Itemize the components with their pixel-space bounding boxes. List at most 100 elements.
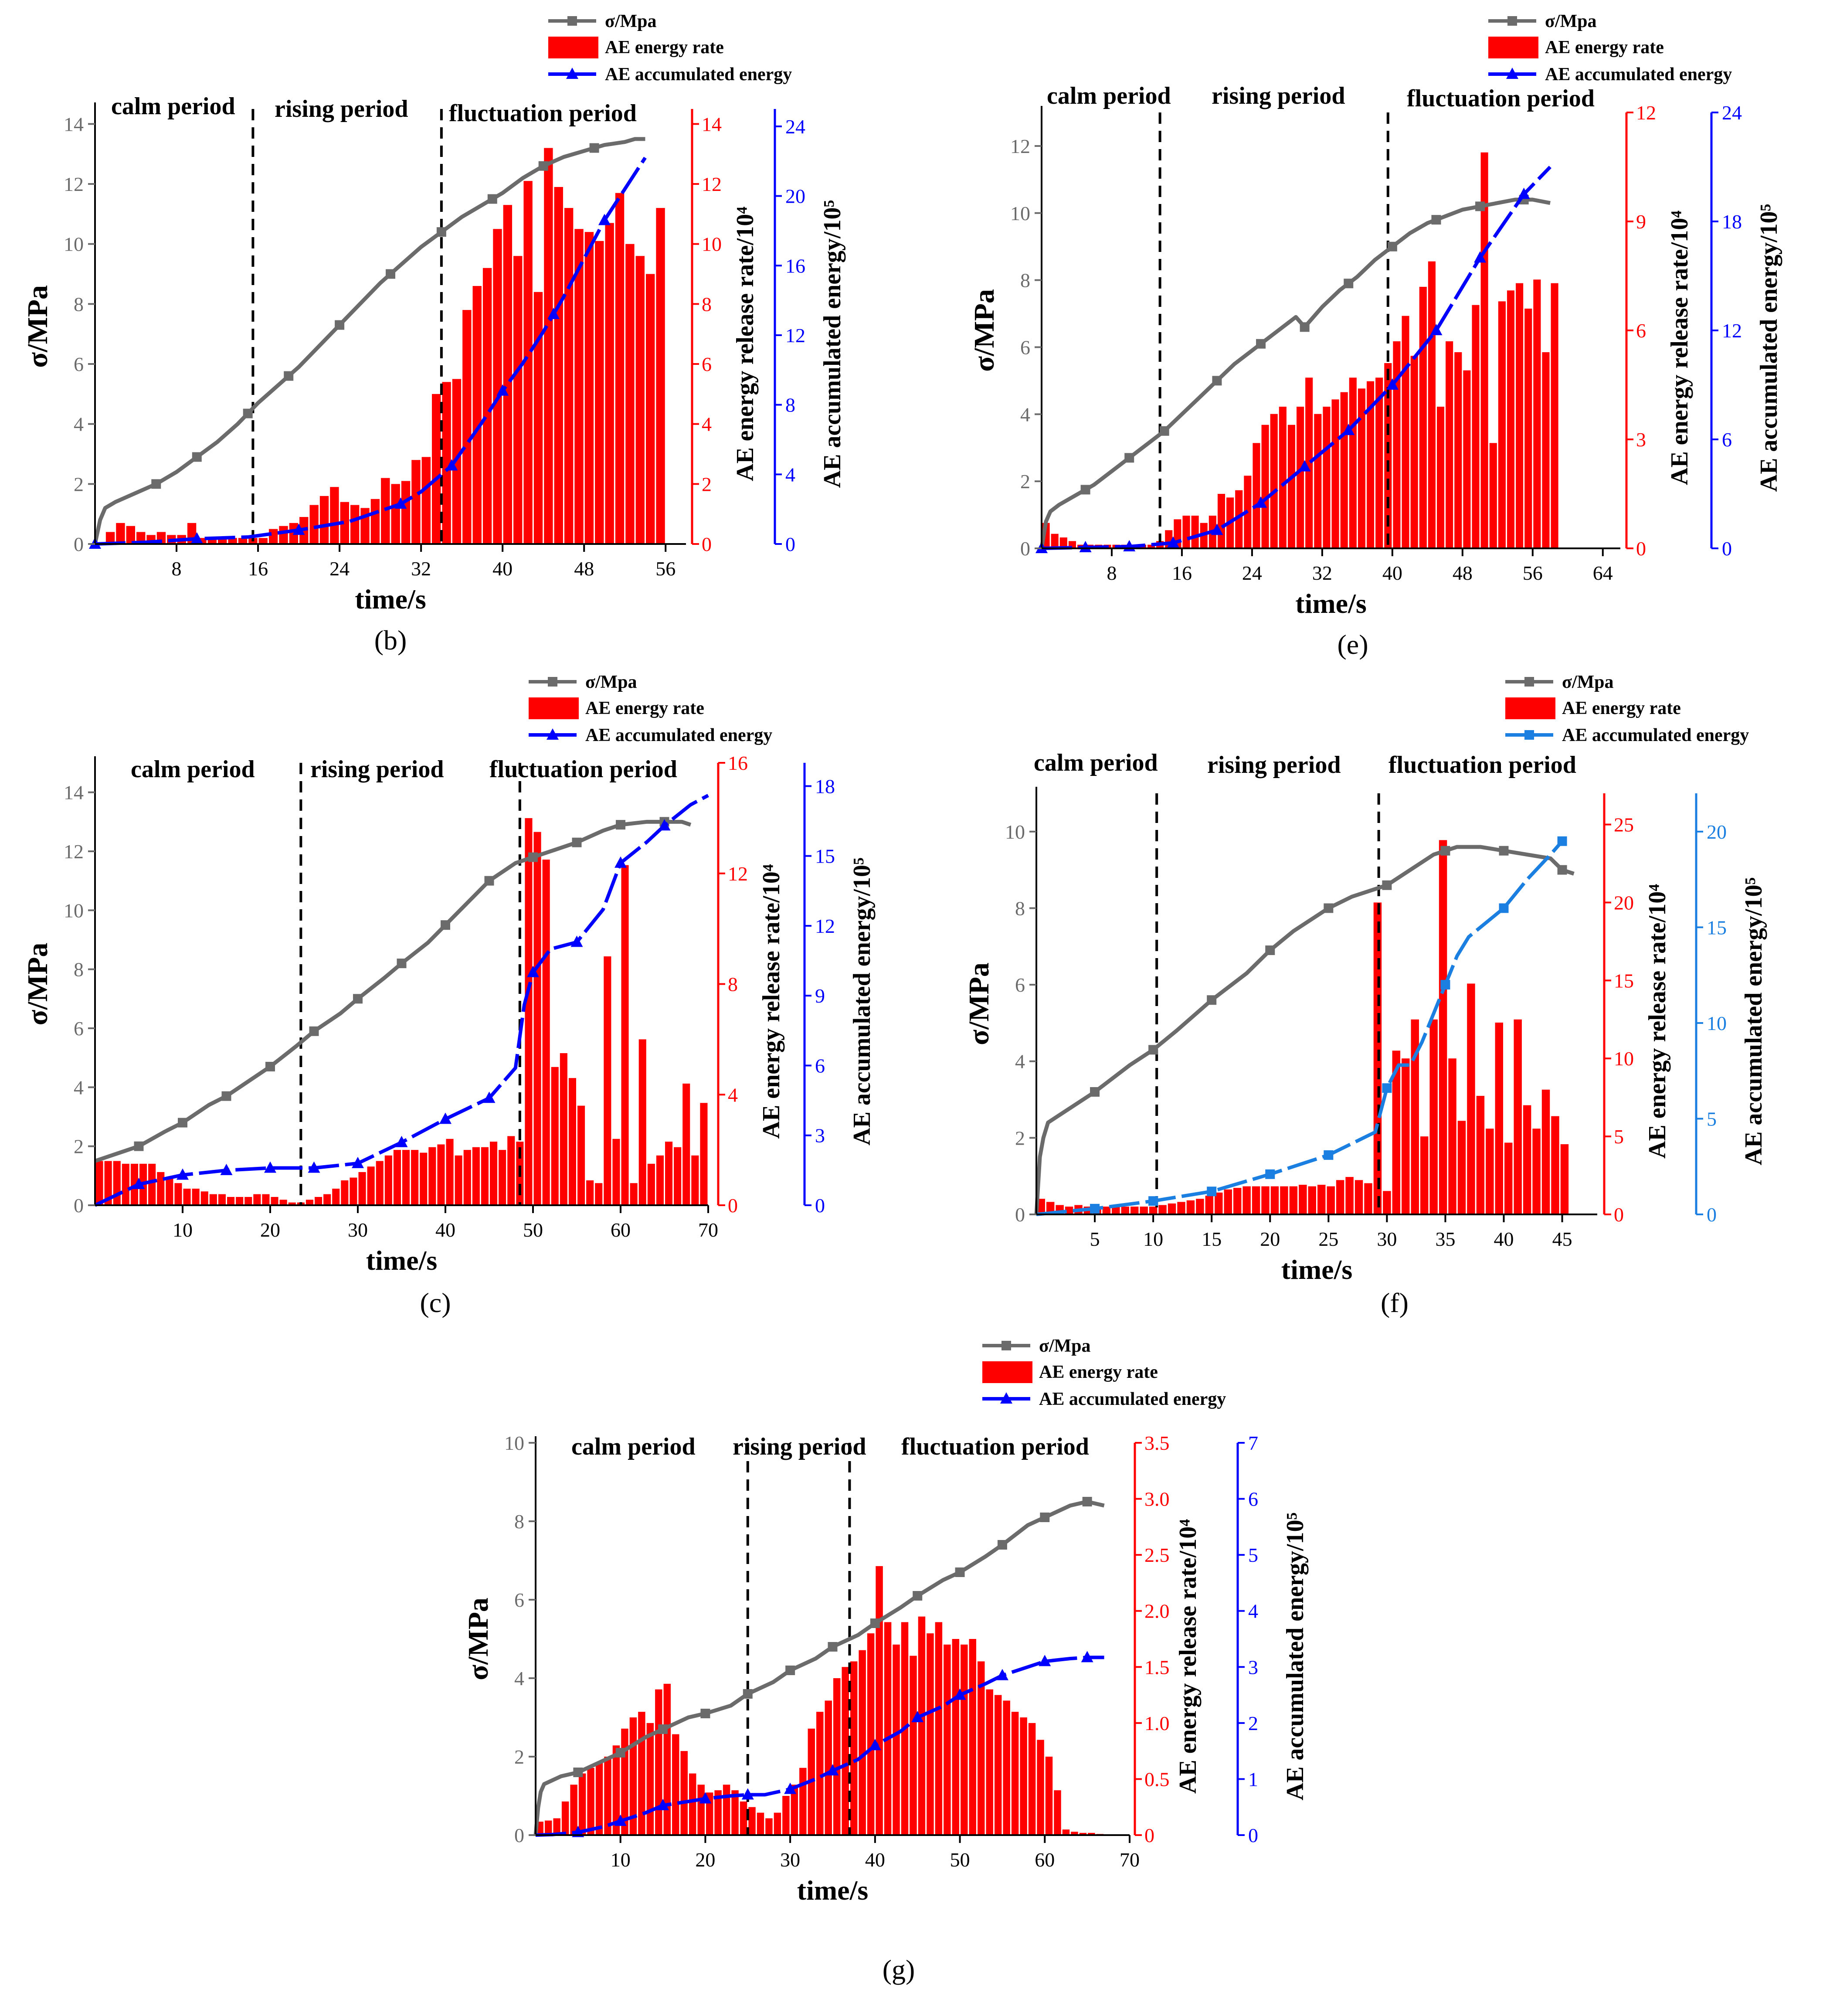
left-tick-label: 0	[1020, 537, 1030, 560]
rate-bar	[166, 1177, 173, 1205]
rate-bar	[482, 268, 492, 544]
left-tick-label: 6	[74, 1017, 84, 1040]
rate-bar	[105, 532, 115, 544]
rate-bar	[553, 1818, 560, 1835]
rate-bar	[700, 1103, 708, 1205]
legend-rate-label: AE energy rate	[585, 698, 704, 718]
period-label-3: fluctuation period	[1388, 751, 1576, 779]
rate-bar	[481, 1147, 489, 1205]
rate-bar	[513, 256, 523, 544]
stress-marker	[1207, 995, 1217, 1005]
rate-bar	[463, 1150, 471, 1205]
rate-bar	[1147, 544, 1155, 548]
rate-tick-label: 8	[728, 973, 738, 996]
accum-tick-label: 5	[1248, 1544, 1258, 1566]
stress-marker	[178, 1118, 187, 1128]
accum-axis-title: AE accumulated energy/10⁵	[849, 857, 876, 1146]
rate-tick-label: 2	[702, 473, 712, 495]
rate-bar	[1355, 1180, 1363, 1214]
rate-bar	[113, 1161, 121, 1205]
left-tick-label: 2	[74, 473, 84, 495]
accumulated-energy-curve	[95, 156, 647, 546]
panel-e: 8 16 24 32 40 48 56 6402468101203691206121824ti…	[968, 11, 1782, 660]
rate-tick-label: 4	[728, 1084, 738, 1106]
rate-bar	[850, 1661, 858, 1835]
rate-bar	[268, 529, 278, 544]
left-tick-label: 4	[74, 413, 84, 435]
rate-bar	[1410, 356, 1418, 548]
stress-marker	[913, 1591, 923, 1601]
rate-bar	[253, 1194, 261, 1205]
rate-bar	[1446, 341, 1453, 548]
rate-bar	[1279, 407, 1287, 548]
stress-marker	[1090, 1087, 1100, 1097]
rate-bar	[1235, 490, 1243, 548]
left-tick-label: 2	[514, 1746, 524, 1768]
legend-stress-marker	[1507, 16, 1517, 26]
left-tick-label: 2	[1015, 1127, 1025, 1149]
rate-bar	[731, 1790, 739, 1835]
accum-tick-label: 2	[1248, 1712, 1258, 1734]
rate-bar	[200, 1191, 208, 1205]
stress-curve	[1034, 845, 1575, 1215]
panel-b: 8 16 24 32 40 48 56024681012140246810121404812…	[22, 11, 846, 656]
rate-tick-label: 15	[1614, 969, 1634, 992]
stress-marker	[828, 1642, 838, 1652]
left-axis-title: σ/MPa	[462, 1598, 494, 1680]
rate-bar	[455, 1155, 462, 1205]
accumulated-marker	[996, 1669, 1008, 1680]
stress-marker	[1300, 322, 1310, 332]
rate-bar	[148, 1163, 156, 1205]
rate-bar	[986, 1689, 993, 1835]
rate-bar	[1158, 1205, 1167, 1214]
x-tick-label: 10	[611, 1849, 631, 1871]
accum-tick-label: 20	[1707, 821, 1727, 843]
x-tick-label: 10	[1143, 1228, 1163, 1250]
rate-bar	[1003, 1700, 1010, 1835]
accum-tick-label: 4	[785, 463, 795, 486]
rate-bar	[452, 379, 462, 544]
rate-bar	[774, 1812, 781, 1835]
rate-bar	[574, 229, 584, 544]
period-label-2: rising period	[1212, 82, 1345, 109]
rate-bar	[544, 148, 553, 544]
rate-bar	[533, 292, 543, 544]
panel-c: 10 20 30 40 50 60 70 0 2 4 6 8 10 12 14 0 4 8 12 16 0 3 6 9 12 15…	[22, 672, 876, 1318]
stress-marker	[1256, 339, 1266, 349]
rate-bar	[1463, 370, 1471, 548]
accumulated-marker	[352, 1156, 364, 1168]
left-tick-label: 10	[64, 899, 84, 921]
rate-bar	[1340, 392, 1348, 548]
period-label-1: calm period	[1047, 82, 1171, 109]
rate-bar	[1495, 1022, 1503, 1214]
rate-tick-label: 5	[1614, 1125, 1624, 1148]
rate-tick-label: 12	[1636, 102, 1656, 124]
rate-bar	[1028, 1723, 1036, 1835]
left-tick-label: 4	[1020, 403, 1030, 425]
legend-stress-label: σ/Mpa	[585, 672, 637, 692]
period-label-1: calm period	[1034, 749, 1158, 776]
rate-bar	[472, 1147, 480, 1205]
stress-curve	[94, 819, 692, 1163]
rate-bar	[1419, 287, 1427, 548]
rate-bar	[1349, 377, 1357, 548]
accumulated-marker	[1517, 187, 1530, 199]
stress-marker	[1387, 241, 1397, 252]
accumulated-marker	[1265, 1169, 1275, 1179]
accumulated-marker	[395, 1135, 408, 1147]
accumulated-marker	[1211, 524, 1223, 535]
x-tick-label: 35	[1435, 1228, 1455, 1250]
accumulated-marker	[177, 1168, 189, 1180]
rate-bar	[472, 286, 482, 544]
rate-bar	[570, 1785, 577, 1835]
accum-tick-label: 1	[1248, 1768, 1258, 1790]
rate-bar	[1177, 1202, 1185, 1214]
rate-bar	[1059, 537, 1067, 548]
rate-bar	[358, 1172, 366, 1205]
accum-tick-label: 0	[1248, 1824, 1258, 1846]
x-tick-label: 45	[1552, 1228, 1572, 1250]
rate-bar	[689, 1773, 696, 1835]
rate-bar	[258, 538, 268, 544]
rate-bar	[876, 1566, 883, 1835]
rate-bar	[493, 229, 502, 544]
